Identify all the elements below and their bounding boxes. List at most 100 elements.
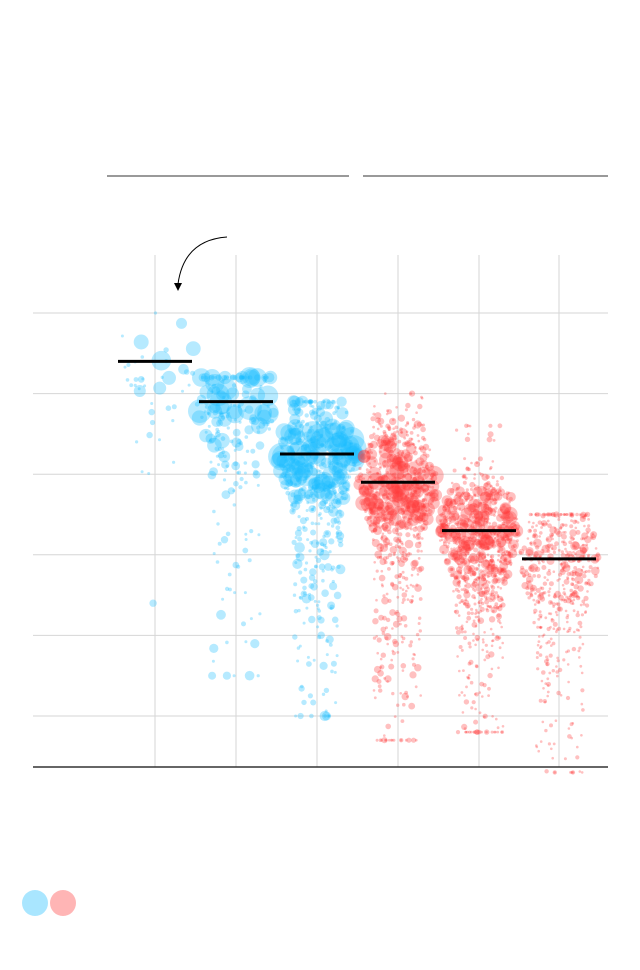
data-point xyxy=(468,559,472,563)
data-point xyxy=(335,530,343,537)
data-point xyxy=(573,584,579,590)
data-point xyxy=(579,513,585,519)
data-point xyxy=(414,584,422,592)
data-point xyxy=(294,536,298,539)
data-point xyxy=(405,589,408,593)
data-point xyxy=(501,581,505,584)
data-point xyxy=(364,515,370,522)
data-point xyxy=(393,454,397,458)
data-point xyxy=(316,615,322,621)
data-point xyxy=(372,412,376,416)
data-point xyxy=(417,403,423,410)
data-point xyxy=(480,472,484,477)
data-point xyxy=(482,502,486,506)
data-point xyxy=(310,465,314,468)
data-point xyxy=(507,516,510,519)
data-point xyxy=(554,610,558,614)
data-point xyxy=(380,544,388,552)
data-point xyxy=(297,712,304,720)
data-point xyxy=(296,526,302,532)
data-point xyxy=(411,595,415,598)
data-point xyxy=(396,651,400,654)
data-point xyxy=(476,540,481,545)
data-point xyxy=(331,488,335,492)
data-point xyxy=(298,487,304,492)
data-point xyxy=(562,566,565,569)
data-point xyxy=(494,566,498,570)
data-point xyxy=(315,541,320,545)
data-point xyxy=(573,566,578,570)
data-point xyxy=(508,500,511,504)
data-point xyxy=(400,500,417,516)
data-point xyxy=(548,581,554,587)
data-point xyxy=(381,460,389,467)
data-point xyxy=(561,583,565,587)
data-point xyxy=(400,663,407,669)
data-point xyxy=(562,591,566,595)
data-point xyxy=(413,512,417,516)
data-point xyxy=(343,441,352,450)
data-point xyxy=(473,512,480,519)
data-point xyxy=(322,400,326,404)
data-point xyxy=(236,471,240,475)
data-point xyxy=(485,654,491,660)
data-point xyxy=(400,431,404,434)
data-point xyxy=(284,427,302,445)
data-point xyxy=(363,485,373,495)
data-point xyxy=(466,730,469,734)
data-point xyxy=(392,738,396,742)
data-point xyxy=(541,522,545,526)
data-point xyxy=(238,374,245,381)
data-point xyxy=(411,657,415,661)
data-point xyxy=(570,771,574,774)
data-point xyxy=(491,487,496,491)
data-point xyxy=(495,717,498,721)
data-point xyxy=(442,505,446,509)
data-point xyxy=(244,405,254,414)
data-point xyxy=(491,715,494,718)
data-point xyxy=(397,557,402,562)
data-point xyxy=(411,508,416,513)
data-point xyxy=(415,518,419,522)
data-point xyxy=(372,492,381,501)
data-point xyxy=(581,532,589,540)
data-point xyxy=(407,505,411,509)
data-point xyxy=(233,461,239,467)
data-point xyxy=(538,555,542,558)
data-point xyxy=(319,538,328,547)
data-point xyxy=(368,462,371,465)
data-point xyxy=(413,653,417,657)
data-point xyxy=(319,433,324,438)
data-point xyxy=(319,443,325,448)
data-point xyxy=(422,451,427,456)
data-point xyxy=(465,466,469,470)
data-point xyxy=(146,431,153,439)
data-point xyxy=(376,637,382,643)
data-point xyxy=(515,532,519,536)
data-point xyxy=(491,539,496,544)
data-point xyxy=(571,771,575,774)
data-point xyxy=(590,534,597,541)
data-point xyxy=(490,644,494,648)
data-point xyxy=(580,771,584,774)
data-point xyxy=(473,494,477,498)
data-point xyxy=(455,487,459,490)
data-point xyxy=(328,504,332,508)
annotation-arrow xyxy=(174,236,228,291)
data-point xyxy=(309,404,313,408)
data-point xyxy=(208,671,217,680)
data-point xyxy=(334,405,340,411)
data-point xyxy=(480,559,491,569)
data-point xyxy=(366,471,369,474)
data-point xyxy=(376,543,385,551)
data-point xyxy=(384,504,395,516)
data-point xyxy=(133,334,149,350)
data-point xyxy=(469,481,476,488)
data-point xyxy=(453,610,457,613)
data-point xyxy=(466,611,471,616)
data-point xyxy=(551,641,556,646)
data-point xyxy=(398,507,406,515)
data-point xyxy=(577,596,581,599)
data-point xyxy=(295,436,302,444)
data-point xyxy=(550,618,555,623)
